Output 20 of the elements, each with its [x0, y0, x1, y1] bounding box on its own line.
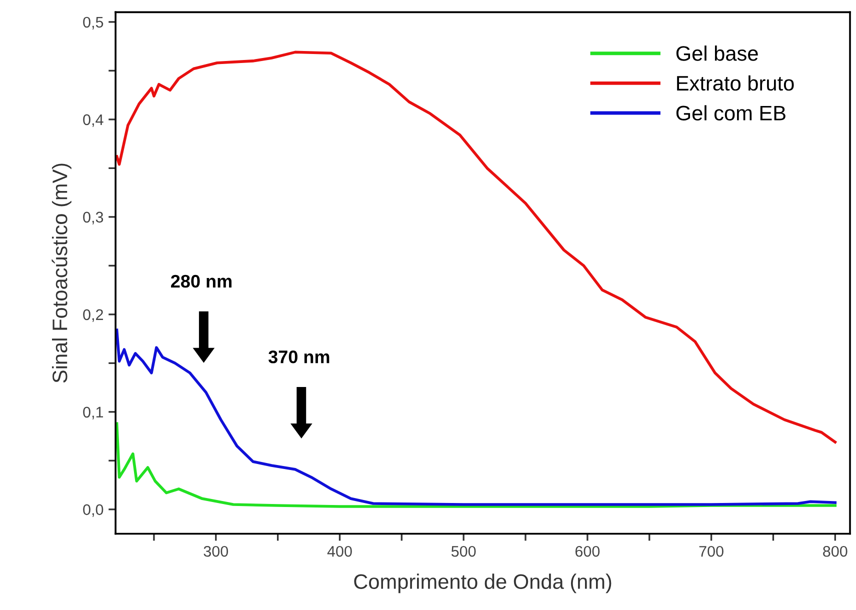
y-tick-label: 0,4 [83, 114, 104, 127]
y-axis-title: Sinal Fotoacústico (mV) [52, 164, 72, 383]
x-tick-label: 700 [699, 546, 724, 557]
legend-label: Gel com EB [676, 105, 786, 121]
x-tick-label: 600 [575, 546, 600, 557]
x-axis-title: Comprimento de Onda (nm) [354, 574, 612, 594]
y-tick-label: 0,3 [83, 212, 104, 224]
x-tick-label: 400 [327, 546, 352, 557]
x-tick-label: 800 [823, 546, 848, 557]
annotation: 280 nm [171, 274, 232, 288]
annotation: 370 nm [268, 350, 330, 364]
y-tick-label: 0,5 [83, 16, 104, 30]
line-series [116, 328, 837, 506]
y-tick-label: 0,1 [83, 406, 104, 420]
y-tick-label: 0,0 [83, 504, 104, 517]
legend-label: Gel base [676, 46, 758, 61]
legend-label: Extrato bruto [677, 75, 794, 91]
x-tick-label: 300 [204, 546, 228, 557]
y-tick-label: 0,2 [83, 309, 103, 322]
x-tick-label: 500 [451, 546, 476, 557]
